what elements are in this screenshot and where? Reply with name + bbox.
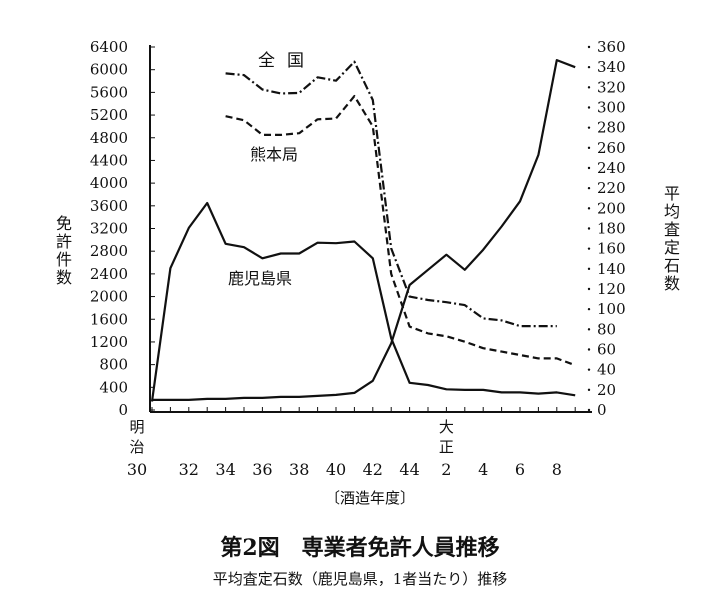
series-line-0 bbox=[225, 60, 557, 328]
right-tick bbox=[587, 328, 591, 331]
x-tick-label: 4 bbox=[478, 460, 488, 479]
right-tick bbox=[587, 186, 591, 190]
right-tick-label: 20 bbox=[597, 381, 616, 399]
left-tick-label: 5600 bbox=[90, 83, 128, 101]
left-tick-label: 0 bbox=[118, 401, 128, 419]
series-line-1 bbox=[225, 94, 576, 367]
left-tick-label: 4800 bbox=[90, 129, 128, 147]
left-tick-label: 1600 bbox=[90, 310, 128, 328]
era-label-top: 大 bbox=[439, 418, 454, 436]
right-tick-label: 40 bbox=[597, 361, 616, 379]
right-tick bbox=[587, 287, 591, 291]
x-tick-label: 8 bbox=[552, 460, 562, 479]
right-tick-label: 300 bbox=[597, 99, 626, 117]
left-tick-label: 800 bbox=[99, 356, 128, 374]
right-tick bbox=[587, 126, 591, 129]
right-tick-label: 280 bbox=[597, 119, 626, 137]
x-tick-label: 44 bbox=[399, 460, 419, 479]
x-tick-label: 42 bbox=[363, 460, 383, 479]
right-tick bbox=[587, 106, 591, 109]
right-tick bbox=[587, 408, 591, 412]
left-tick-label: 400 bbox=[99, 378, 128, 396]
left-tick-label: 1200 bbox=[90, 333, 128, 351]
right-tick bbox=[587, 388, 591, 392]
right-tick-label: 100 bbox=[597, 300, 626, 318]
x-tick-label: 34 bbox=[215, 460, 235, 479]
x-tick-label: 32 bbox=[179, 460, 199, 479]
x-tick-label: 38 bbox=[289, 460, 309, 479]
right-tick-label: 80 bbox=[597, 320, 616, 338]
right-tick bbox=[587, 45, 591, 49]
right-tick-label: 320 bbox=[597, 78, 626, 96]
left-axis-label: 免許件数 bbox=[53, 215, 72, 287]
figure-title: 第2図 専業者免許人員推移 bbox=[220, 535, 500, 561]
left-tick-label: 3600 bbox=[90, 197, 128, 215]
right-tick bbox=[587, 166, 591, 170]
left-tick-label: 4400 bbox=[90, 151, 128, 169]
right-tick bbox=[587, 227, 591, 230]
series-line-3 bbox=[152, 58, 576, 401]
right-tick bbox=[587, 368, 591, 371]
right-tick-label: 140 bbox=[597, 260, 626, 278]
right-tick-label: 260 bbox=[597, 139, 626, 157]
right-tick bbox=[587, 247, 591, 250]
right-tick bbox=[587, 348, 591, 351]
right-tick-label: 120 bbox=[597, 280, 626, 298]
left-tick-label: 2000 bbox=[90, 288, 128, 306]
x-tick-label: 2 bbox=[441, 460, 451, 479]
right-tick bbox=[587, 65, 591, 69]
right-tick bbox=[587, 86, 591, 89]
x-tick-label: 40 bbox=[326, 460, 346, 479]
left-tick-label: 6000 bbox=[90, 61, 128, 79]
right-tick bbox=[587, 207, 591, 210]
era-label-bottom: 正 bbox=[439, 438, 454, 456]
figure-subtitle: 平均査定石数（鹿児島県，1者当たり）推移 bbox=[212, 570, 508, 588]
era-label-bottom: 治 bbox=[129, 438, 144, 456]
right-tick bbox=[587, 146, 591, 150]
right-tick-label: 60 bbox=[597, 341, 616, 359]
right-tick bbox=[587, 267, 591, 271]
x-tick-label: 30 bbox=[127, 460, 147, 479]
left-tick-label: 2800 bbox=[90, 242, 128, 260]
x-tick-label: 36 bbox=[252, 460, 272, 479]
right-tick-label: 180 bbox=[597, 220, 626, 238]
right-axis-label: 平均査定石数 bbox=[661, 185, 680, 293]
left-tick-label: 2400 bbox=[90, 265, 128, 283]
x-axis-label: 〔酒造年度〕 bbox=[324, 489, 415, 507]
right-tick-label: 220 bbox=[597, 179, 626, 197]
series-line-2 bbox=[150, 201, 576, 402]
annotation-national: 全国 bbox=[258, 51, 316, 71]
left-tick-label: 5200 bbox=[90, 106, 128, 124]
x-tick-label: 6 bbox=[515, 460, 525, 479]
era-label-top: 明 bbox=[129, 418, 144, 436]
right-tick-label: 160 bbox=[597, 240, 626, 258]
right-tick-label: 200 bbox=[597, 199, 626, 217]
left-tick-label: 4000 bbox=[90, 174, 128, 192]
right-tick-label: 240 bbox=[597, 159, 626, 177]
annotation-kagoshima: 鹿児島県 bbox=[228, 269, 292, 288]
right-tick-label: 340 bbox=[597, 58, 626, 76]
right-tick bbox=[587, 307, 591, 311]
left-tick-label: 6400 bbox=[90, 38, 128, 56]
right-tick-label: 0 bbox=[597, 401, 607, 419]
annotation-kumamoto: 熊本局 bbox=[250, 145, 298, 164]
right-tick-label: 360 bbox=[597, 38, 626, 56]
left-tick-label: 3200 bbox=[90, 220, 128, 238]
